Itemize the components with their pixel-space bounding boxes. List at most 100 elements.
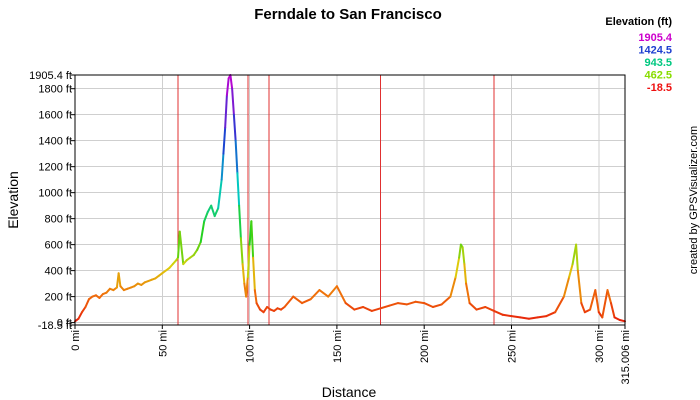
profile-segment bbox=[475, 306, 487, 311]
profile-segment bbox=[199, 220, 206, 244]
profile-segment bbox=[370, 307, 382, 312]
profile-segment bbox=[217, 178, 223, 210]
profile-segment bbox=[568, 263, 574, 279]
x-tick-label: 50 mi bbox=[157, 330, 169, 357]
profile-segment bbox=[335, 285, 347, 305]
profile-segment bbox=[580, 302, 586, 314]
profile-segment bbox=[300, 298, 312, 305]
profile-segment bbox=[238, 204, 242, 240]
profile-segment bbox=[246, 243, 251, 279]
profile-segment bbox=[610, 302, 616, 319]
profile-segment bbox=[225, 77, 230, 97]
profile-segment bbox=[262, 306, 269, 314]
profile-segment bbox=[210, 204, 216, 218]
profile-segment bbox=[117, 272, 122, 288]
profile-segment bbox=[576, 269, 583, 305]
profile-segment bbox=[344, 302, 356, 311]
profile-segment bbox=[536, 315, 548, 319]
profile-segment bbox=[493, 309, 504, 316]
profile-segment bbox=[618, 319, 626, 323]
x-tick-label: 100 mi bbox=[245, 330, 257, 363]
profile-segment bbox=[362, 306, 373, 312]
profile-segment bbox=[484, 306, 496, 312]
profile-segment bbox=[213, 207, 220, 218]
profile-segment bbox=[454, 256, 461, 279]
profile-segment bbox=[519, 316, 530, 320]
profile-segment bbox=[234, 139, 239, 175]
profile-segment bbox=[283, 295, 295, 308]
y-tick-label: 1200 ft bbox=[38, 162, 72, 174]
x-tick-label: 200 mi bbox=[419, 330, 431, 363]
profile-segment bbox=[440, 295, 452, 306]
profile-segment bbox=[231, 87, 235, 116]
profile-segment bbox=[353, 306, 365, 311]
legend-entry: 1424.5 bbox=[638, 45, 672, 57]
profile-segment bbox=[292, 295, 303, 305]
x-tick-label: 315.006 mi bbox=[620, 330, 632, 384]
profile-segment bbox=[431, 303, 443, 308]
profile-segment bbox=[527, 316, 539, 320]
y-axis-ticks: 1905.4 ft 1800 ft 1600 ft 1400 ft 1200 ft 100… bbox=[29, 70, 75, 332]
profile-segment bbox=[458, 243, 462, 259]
x-tick-label: 0 mi bbox=[70, 330, 82, 351]
chart-title: Ferndale to San Francisco bbox=[254, 6, 442, 23]
profile-segment bbox=[414, 300, 426, 305]
profile-segment bbox=[554, 295, 565, 314]
y-tick-label: 800 ft bbox=[44, 214, 72, 226]
legend-entry: 462.5 bbox=[644, 70, 672, 82]
profile-segment bbox=[423, 302, 434, 308]
profile-segment bbox=[589, 289, 597, 311]
x-tick-label: 150 mi bbox=[332, 330, 344, 363]
profile-segment bbox=[327, 285, 338, 298]
profile-segment bbox=[241, 263, 246, 285]
profile-segment bbox=[77, 311, 83, 320]
profile-segment bbox=[601, 289, 609, 319]
profile-segment bbox=[80, 306, 87, 314]
profile-segment bbox=[594, 289, 600, 314]
y-tick-label: 600 ft bbox=[44, 240, 72, 252]
profile-segment bbox=[449, 276, 457, 298]
profile-segment bbox=[388, 302, 400, 307]
profile-segment bbox=[245, 276, 249, 298]
y-axis-title: Elevation bbox=[5, 171, 21, 229]
segment-markers bbox=[177, 75, 495, 325]
profile-segment bbox=[220, 152, 225, 181]
profile-segment bbox=[465, 282, 471, 305]
legend-entry: -18.5 bbox=[647, 82, 672, 94]
profile-segment bbox=[253, 289, 258, 305]
profile-segment bbox=[196, 241, 202, 251]
profile-segment bbox=[309, 289, 321, 301]
legend: Elevation (ft) 1905.41424.5943.5462.5-18… bbox=[605, 16, 672, 94]
profile-segment bbox=[224, 94, 228, 129]
x-axis-ticks: 0 mi 50 mi 100 mi 150 mi 200 mi 250 mi 300 mi 3… bbox=[70, 325, 632, 384]
profile-segment bbox=[222, 126, 227, 155]
profile-segment bbox=[379, 304, 391, 310]
profile-segment bbox=[192, 248, 199, 257]
profile-segment bbox=[468, 302, 478, 311]
profile-segment bbox=[405, 300, 417, 306]
elevation-profile bbox=[74, 74, 626, 323]
legend-entry: 1905.4 bbox=[638, 32, 673, 44]
y-tick-label: 1000 ft bbox=[38, 188, 72, 200]
profile-segment bbox=[178, 230, 185, 266]
profile-segment bbox=[255, 302, 262, 311]
credit-text: created by GPSVisualizer.com bbox=[688, 126, 700, 274]
profile-segment bbox=[501, 313, 513, 318]
profile-segment bbox=[463, 263, 468, 285]
profile-segment bbox=[203, 211, 209, 223]
plot-frame bbox=[74, 74, 626, 326]
y-tick-label: 1800 ft bbox=[38, 84, 72, 96]
profile-segment bbox=[562, 276, 571, 298]
y-tick-label: 200 ft bbox=[44, 292, 72, 304]
x-axis-title: Distance bbox=[322, 384, 377, 400]
legend-title: Elevation (ft) bbox=[605, 16, 672, 28]
profile-segment bbox=[232, 113, 237, 142]
y-tick-label: 1905.4 ft bbox=[29, 70, 72, 82]
profile-segment bbox=[461, 246, 466, 266]
grid bbox=[75, 75, 625, 325]
profile-segment bbox=[84, 298, 90, 308]
profile-segment bbox=[318, 289, 330, 298]
y-tick-label: 1400 ft bbox=[38, 136, 72, 148]
profile-segment bbox=[239, 237, 244, 266]
